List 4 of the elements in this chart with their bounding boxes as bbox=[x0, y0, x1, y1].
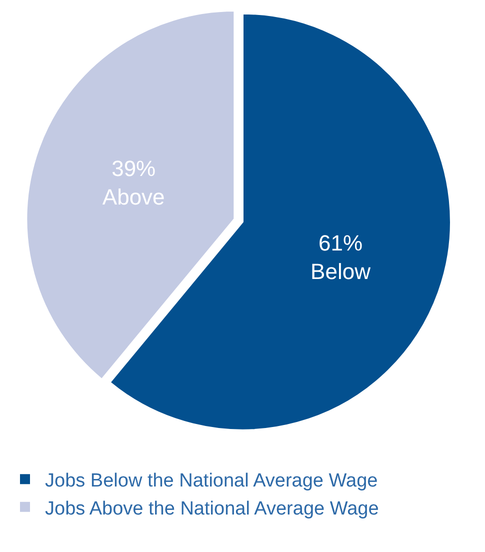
data-label: 39% Above bbox=[102, 156, 165, 210]
legend-label: Jobs Below the National Average Wage bbox=[45, 470, 378, 492]
data-label: 61% Below bbox=[310, 230, 371, 284]
legend-label: Jobs Above the National Average Wage bbox=[45, 498, 379, 520]
